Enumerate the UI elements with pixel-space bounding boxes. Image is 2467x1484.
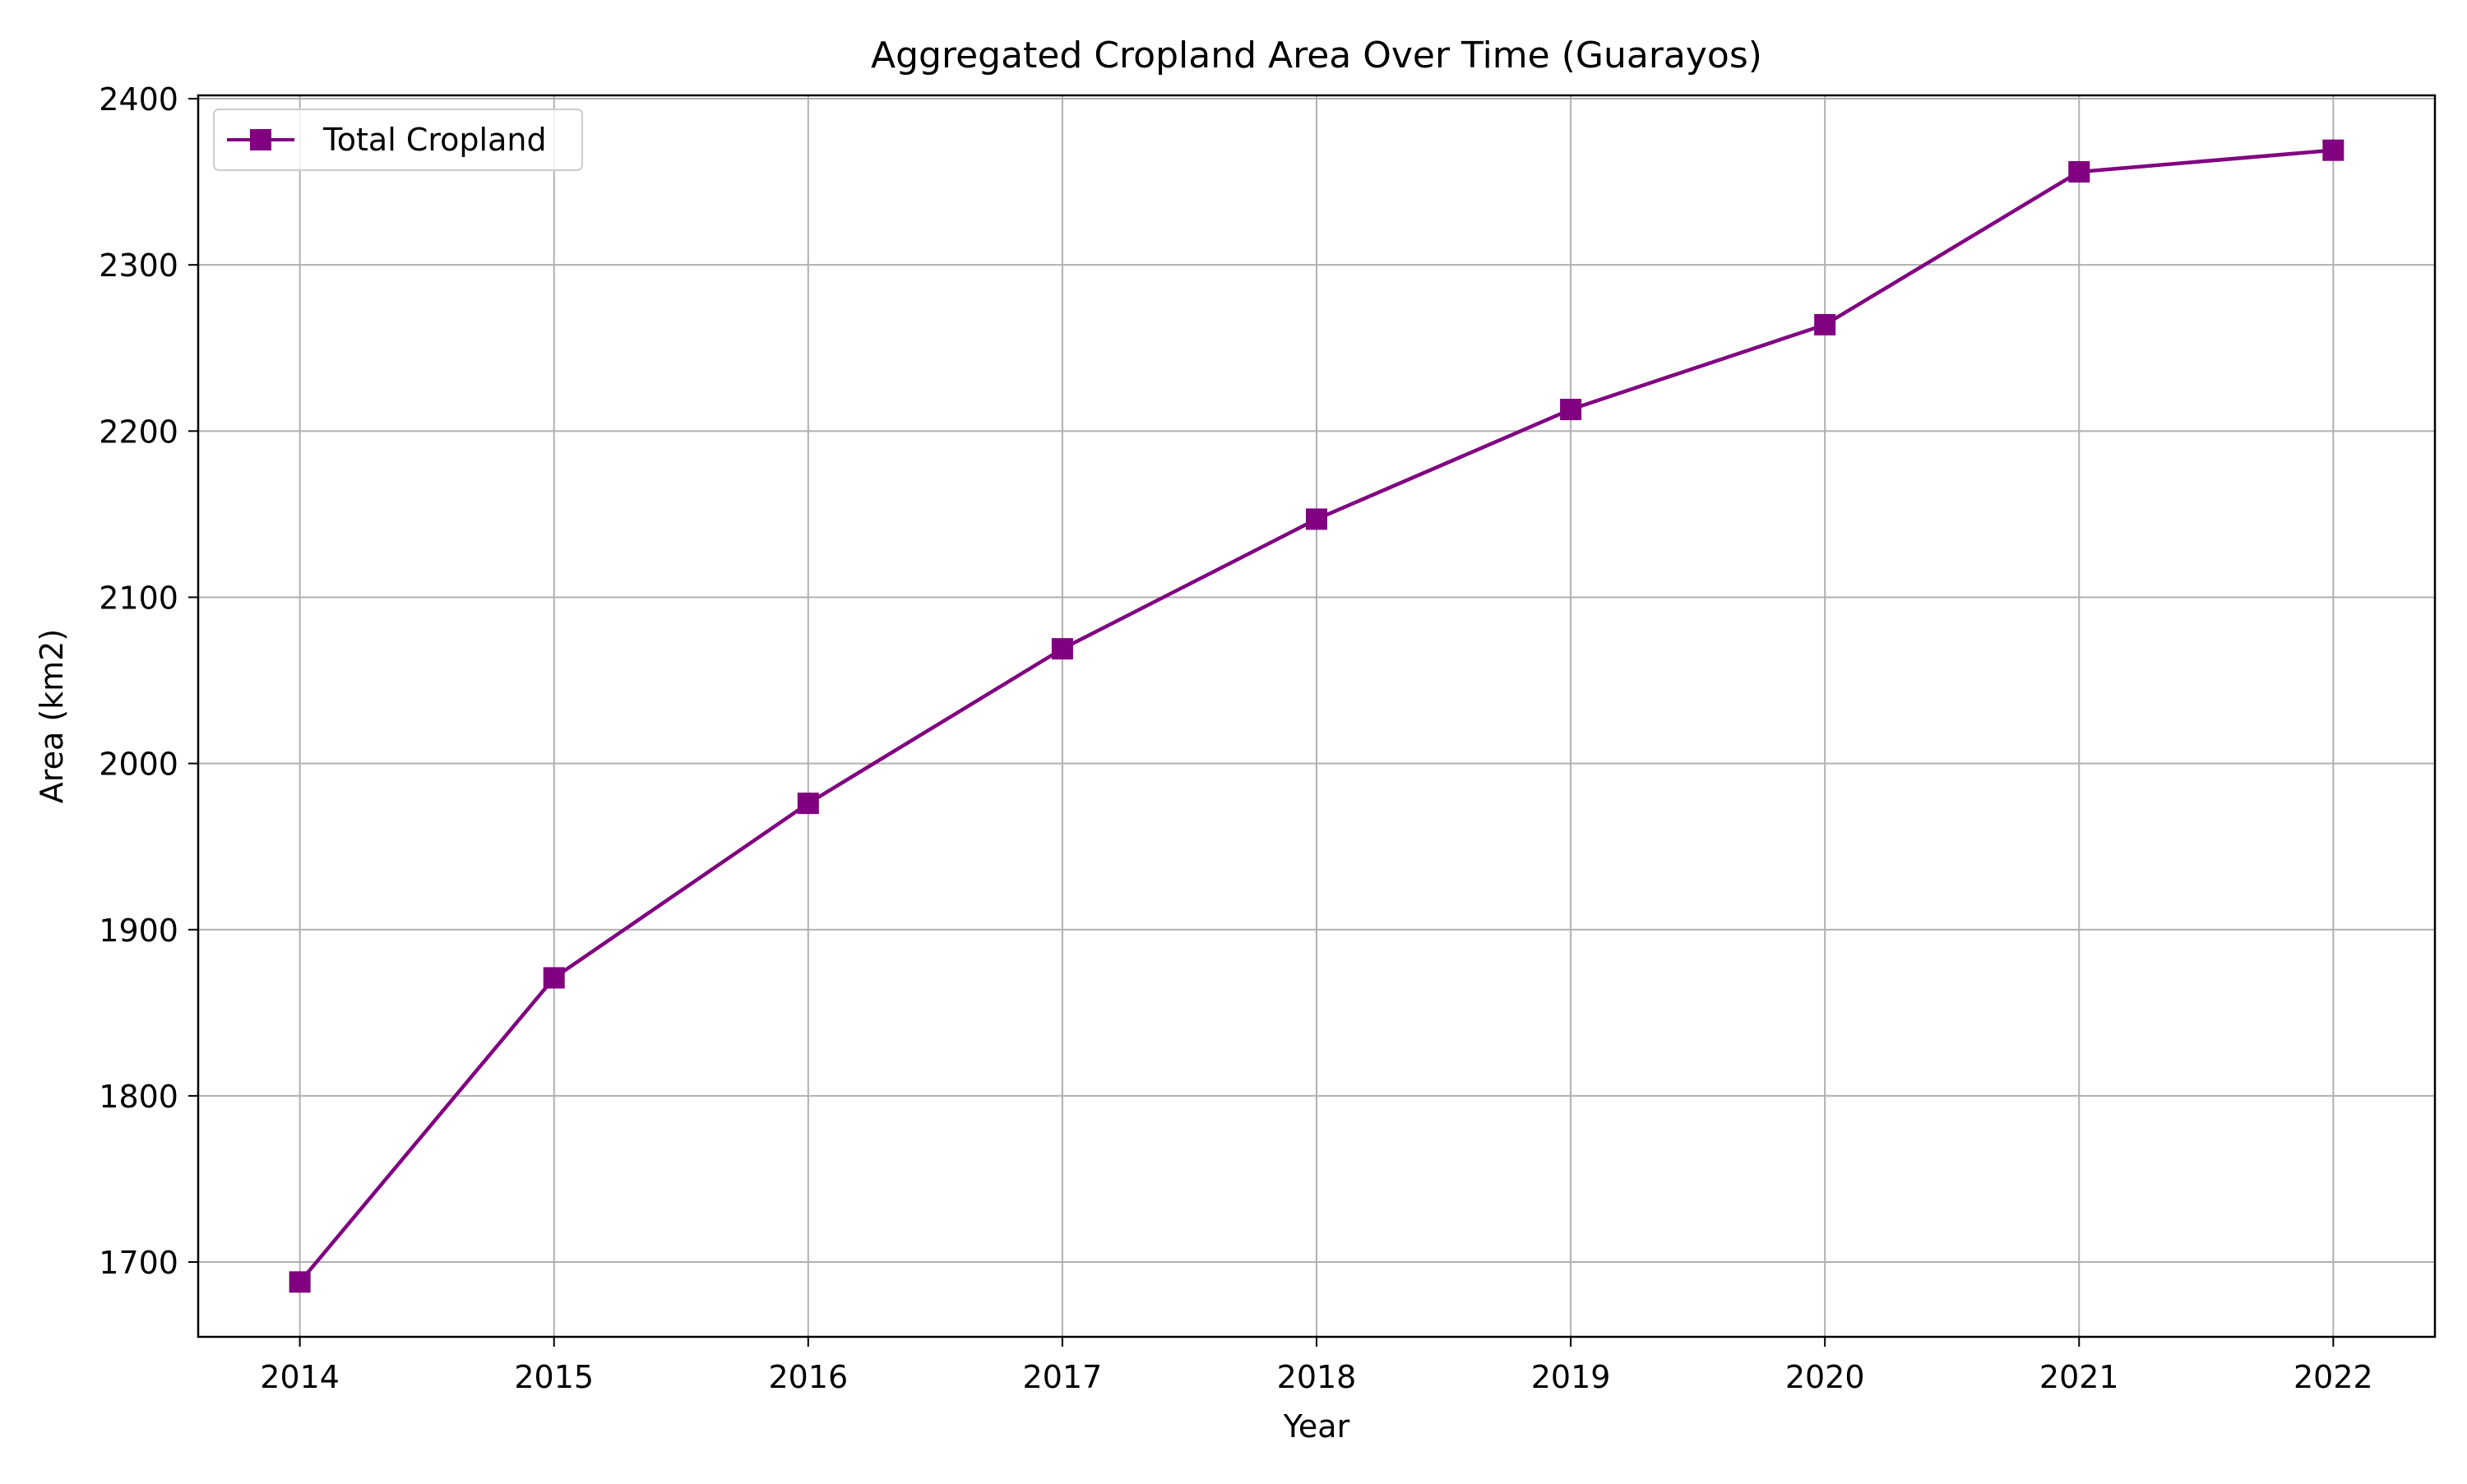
y-tick-label: 1800 (99, 1079, 178, 1115)
x-tick-label: 2021 (2039, 1359, 2119, 1395)
series-layer (289, 139, 2344, 1293)
legend-marker-swatch (250, 129, 271, 150)
data-point-marker (1051, 638, 1073, 660)
y-tick-label: 1700 (99, 1245, 178, 1281)
data-point-marker (1560, 399, 1582, 421)
y-tick-label: 2100 (99, 580, 178, 616)
tick-layer: 2014 2015 2016 2017 2018 2019 2020 2021 2022 1700… (99, 81, 2372, 1395)
x-tick-label: 2022 (2293, 1359, 2373, 1395)
x-tick-label: 2020 (1785, 1359, 1865, 1395)
y-axis-label: Area (km2) (34, 629, 70, 803)
x-axis-label: Year (1283, 1408, 1350, 1445)
y-tick-label: 2400 (99, 81, 178, 118)
legend-box (213, 109, 583, 171)
data-point-marker (1814, 313, 1836, 335)
legend: Total Cropland (213, 109, 583, 171)
x-tick-label: 2017 (1023, 1359, 1103, 1395)
x-tick-label: 2015 (514, 1359, 594, 1395)
data-point-marker (2322, 139, 2344, 161)
x-tick-label: 2016 (768, 1359, 848, 1395)
data-point-marker (2068, 160, 2090, 183)
y-tick-label: 2200 (99, 414, 178, 450)
legend-label: Total Cropland (322, 122, 547, 158)
data-point-marker (543, 967, 565, 989)
grid-layer (198, 95, 2435, 1337)
y-tick-label: 1900 (99, 913, 178, 949)
data-point-marker (797, 793, 819, 815)
y-tick-label: 2300 (99, 247, 178, 284)
x-tick-label: 2019 (1531, 1359, 1611, 1395)
x-tick-label: 2018 (1277, 1359, 1357, 1395)
data-point-marker (289, 1271, 311, 1293)
data-point-marker (1306, 508, 1327, 530)
x-tick-label: 2014 (260, 1359, 340, 1395)
y-tick-label: 2000 (99, 747, 178, 783)
chart-title: Aggregated Cropland Area Over Time (Guar… (871, 35, 1762, 76)
